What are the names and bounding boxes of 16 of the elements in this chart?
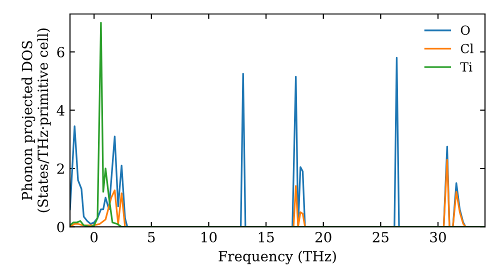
y-tick-label: 2 — [57, 163, 64, 174]
x-tick-label: 15 — [258, 232, 274, 242]
y-axis-title: Phonon projected DOS (States/THz·primitive cell) — [22, 28, 51, 212]
x-tick-label: 25 — [372, 232, 388, 242]
x-tick-label: 10 — [202, 232, 217, 242]
x-tick-label: 0 — [90, 232, 98, 242]
legend-label: Cl — [460, 44, 474, 54]
y-tick-label: 0 — [57, 222, 64, 232]
x-tick-label: 20 — [315, 232, 332, 242]
x-axis-title: Frequency (THz) — [218, 250, 336, 264]
x-tick-label: 5 — [148, 232, 155, 242]
y-tick-label: 6 — [57, 46, 64, 58]
y-tick-label: 4 — [56, 105, 64, 116]
legend-label: Ti — [460, 62, 472, 72]
x-tick-label: 30 — [430, 232, 446, 242]
legend-label: O — [460, 25, 470, 35]
